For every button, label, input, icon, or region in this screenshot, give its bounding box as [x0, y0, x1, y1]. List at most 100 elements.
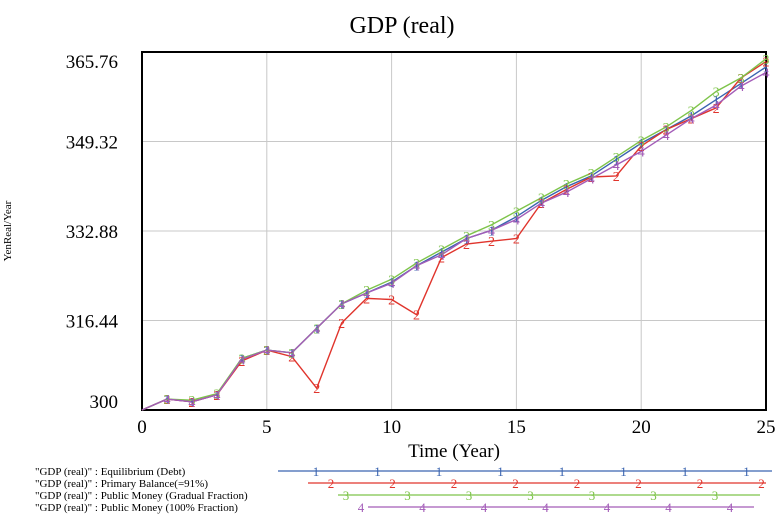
series-3-marker: 3 — [613, 151, 620, 166]
series-1-marker: 1 — [463, 233, 470, 248]
series-3-marker: 3 — [163, 393, 170, 408]
series-3-marker: 3 — [713, 86, 720, 101]
legend-marker-4: 4 — [604, 500, 611, 515]
series-3-marker: 3 — [338, 298, 345, 313]
legend-marker-1: 1 — [436, 464, 443, 479]
plot-frame — [141, 51, 767, 411]
legend-marker-4: 4 — [419, 500, 426, 515]
series-3-marker: 3 — [238, 352, 245, 367]
x-tick-label: 0 — [137, 417, 147, 438]
series-2-marker: 2 — [388, 293, 395, 308]
series-1-marker: 1 — [238, 352, 245, 367]
series-1-marker: 1 — [188, 396, 195, 411]
chart-title: GDP (real) — [349, 13, 454, 39]
series-4-marker: 4 — [163, 393, 170, 408]
series-1-marker: 1 — [688, 110, 695, 125]
series-3-marker: 3 — [213, 388, 220, 403]
series-2-marker: 2 — [538, 197, 545, 212]
series-2-marker: 2 — [438, 252, 445, 267]
series-2-marker: 2 — [563, 184, 570, 199]
series-1-marker: 1 — [713, 94, 720, 109]
legend: "GDP (real)" : Equilibrium (Debt) 1 1 1 1 1 1 1… — [35, 464, 772, 515]
series-2-marker: 2 — [613, 170, 620, 185]
series-4-marker: 4 — [663, 129, 670, 144]
legend-marker-2: 2 — [451, 476, 458, 491]
legend-marker-3: 3 — [589, 488, 596, 503]
series-2-marker: 2 — [663, 124, 670, 139]
series-2-marker: 2 — [638, 140, 645, 155]
x-axis-label: Time (Year) — [408, 441, 500, 462]
legend-label-1: "GDP (real)" : Equilibrium (Debt) — [35, 466, 186, 478]
series-3-marker: 3 — [313, 322, 320, 337]
legend-marker-3: 3 — [712, 488, 719, 503]
series-3-marker: 3 — [588, 167, 595, 182]
series-4-marker: 4 — [413, 260, 420, 275]
x-tick-label: 10 — [382, 417, 401, 438]
x-tick-label: 15 — [507, 417, 526, 438]
legend-marker-4: 4 — [665, 500, 672, 515]
series-3-marker: 3 — [538, 192, 545, 207]
legend-marker-3: 3 — [343, 488, 350, 503]
series-1-marker: 1 — [438, 246, 445, 261]
series-2-marker: 2 — [688, 113, 695, 128]
legend-marker-1: 1 — [313, 464, 320, 479]
series-1-marker: 1 — [588, 170, 595, 185]
legend-marker-4: 4 — [727, 500, 734, 515]
series-4-marker: 4 — [238, 353, 245, 368]
series-1-marker: 1 — [388, 276, 395, 291]
legend-marker-1: 1 — [682, 464, 689, 479]
legend-marker-4: 4 — [358, 500, 365, 515]
series-2-marker: 2 — [213, 389, 220, 404]
series-line-2 — [141, 61, 767, 411]
series-3-marker: 3 — [438, 243, 445, 258]
series-2-marker: 2 — [338, 317, 345, 332]
series-1-marker: 1 — [363, 287, 370, 302]
x-tick-label: 20 — [632, 417, 651, 438]
y-tick-label: 300 — [90, 392, 119, 413]
series-line-1 — [141, 66, 767, 411]
series-4-marker: 4 — [388, 277, 395, 292]
series-3-marker: 3 — [763, 53, 770, 68]
series-1-marker: 1 — [513, 211, 520, 226]
series-1-marker: 1 — [613, 154, 620, 169]
series-2-marker: 2 — [413, 309, 420, 324]
grid-lines — [142, 52, 766, 410]
legend-marker-4: 4 — [481, 500, 488, 515]
legend-marker-1: 1 — [559, 464, 566, 479]
series-2-marker: 2 — [738, 72, 745, 87]
legend-marker-4: 4 — [542, 500, 549, 515]
series-3-marker: 3 — [388, 273, 395, 288]
series-line-4 — [141, 71, 767, 411]
y-tick-label: 349.32 — [66, 133, 118, 154]
series-2-marker: 2 — [238, 355, 245, 370]
series-3-marker: 3 — [263, 344, 270, 359]
y-tick-label: 332.88 — [66, 222, 118, 243]
series-4-marker: 4 — [288, 347, 295, 362]
series-1-marker: 1 — [338, 298, 345, 313]
series-2-marker: 2 — [363, 292, 370, 307]
series-1-marker: 1 — [663, 124, 670, 139]
series-2-marker: 2 — [463, 238, 470, 253]
series-3-marker: 3 — [688, 105, 695, 120]
y-tick-label: 365.76 — [66, 52, 118, 73]
legend-marker-1: 1 — [497, 464, 504, 479]
series-1-marker: 1 — [163, 393, 170, 408]
series-1-marker: 1 — [288, 347, 295, 362]
series-1-marker: 1 — [413, 260, 420, 275]
legend-label-3: "GDP (real)" : Public Money (Gradual Fra… — [35, 490, 248, 502]
series-lines — [141, 58, 767, 411]
series-3-marker: 3 — [488, 219, 495, 234]
series-2-marker: 2 — [713, 102, 720, 117]
series-4-marker: 4 — [738, 80, 745, 95]
series-1-marker: 1 — [213, 389, 220, 404]
series-4-marker: 4 — [263, 344, 270, 359]
legend-marker-1: 1 — [620, 464, 627, 479]
series-4-marker: 4 — [538, 197, 545, 212]
series-4-marker: 4 — [563, 186, 570, 201]
legend-marker-2: 2 — [635, 476, 642, 491]
series-2-marker: 2 — [513, 233, 520, 248]
x-tick-label: 25 — [757, 417, 776, 438]
series-4-marker: 4 — [363, 287, 370, 302]
series-2-marker: 2 — [288, 351, 295, 366]
